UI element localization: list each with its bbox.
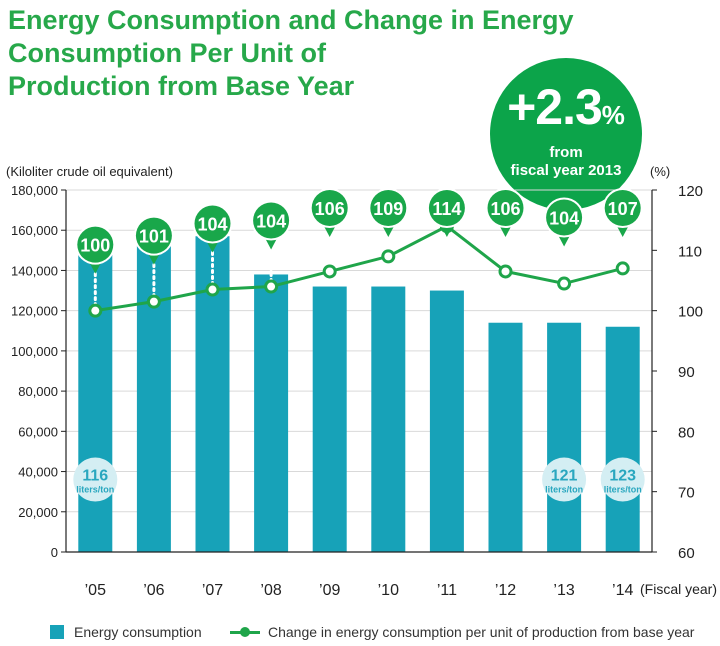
line-point — [207, 284, 218, 295]
data-label: 107 — [608, 199, 638, 219]
y-tick-label: 80,000 — [18, 384, 58, 399]
y-tick-label: 100,000 — [11, 344, 58, 359]
y2-tick-label: 90 — [678, 364, 695, 381]
value-marker: 104 — [544, 198, 584, 247]
y-axis-title: (Kiloliter crude oil equivalent) — [6, 164, 173, 179]
bar — [371, 287, 405, 552]
line-point — [324, 266, 335, 277]
legend-bar-swatch — [50, 625, 64, 639]
x-tick-label: ’13 — [553, 582, 574, 599]
data-label: 104 — [256, 212, 286, 232]
bubble-unit: liters/ton — [545, 485, 583, 495]
y-tick-label: 160,000 — [11, 223, 58, 238]
data-label: 104 — [197, 215, 227, 235]
x-tick-label: ’12 — [495, 582, 516, 599]
bubble-value: 121 — [551, 468, 578, 485]
x-tick-label: ’07 — [202, 582, 223, 599]
y2-tick-label: 110 — [678, 243, 702, 260]
line-point — [500, 266, 511, 277]
legend-line-swatch — [230, 625, 260, 639]
value-marker: 106 — [486, 188, 526, 237]
bar — [489, 323, 523, 552]
bubble-unit: liters/ton — [76, 485, 114, 495]
data-label: 100 — [80, 236, 110, 256]
line-point — [266, 281, 277, 292]
bar — [547, 323, 581, 552]
x-tick-label: ’14 — [612, 582, 633, 599]
y-tick-label: 60,000 — [18, 424, 58, 439]
bubble-value: 116 — [82, 468, 108, 485]
bar — [430, 291, 464, 552]
bar — [254, 274, 288, 552]
line-point — [617, 263, 628, 274]
value-marker: 114 — [427, 188, 467, 237]
y-tick-label: 120,000 — [11, 304, 58, 319]
x-tick-label: ’10 — [378, 582, 399, 599]
y2-tick-label: 70 — [678, 485, 695, 502]
value-marker: 109 — [368, 188, 408, 237]
legend-item-bar: Energy consumption — [50, 624, 202, 640]
bar-series — [78, 236, 639, 552]
x-tick-label: ’08 — [260, 582, 281, 599]
x-tick-label: ’05 — [85, 582, 106, 599]
x-tick-label: ’11 — [437, 582, 457, 599]
y-tick-label: 20,000 — [18, 505, 58, 520]
line-point — [90, 305, 101, 316]
data-label: 106 — [315, 199, 345, 219]
value-marker: 106 — [310, 188, 350, 237]
data-label: 114 — [432, 199, 461, 219]
data-label: 106 — [490, 199, 520, 219]
y2-tick-label: 100 — [678, 304, 703, 321]
y-tick-label: 180,000 — [11, 183, 58, 198]
data-label: 109 — [373, 199, 403, 219]
energy-chart: 100 101104 104106 109 114 106 104 107 116liters… — [0, 0, 720, 646]
y-tick-label: 40,000 — [18, 465, 58, 480]
legend-item-line: Change in energy consumption per unit of… — [230, 624, 694, 640]
y2-tick-label: 80 — [678, 424, 695, 441]
line-point — [383, 251, 394, 262]
y2-tick-label: 60 — [678, 545, 695, 562]
y-tick-label: 0 — [51, 545, 58, 560]
y2-tick-label: 120 — [678, 183, 703, 200]
x-axis-unit: (Fiscal year) — [640, 581, 717, 597]
data-label: 104 — [549, 209, 579, 229]
x-tick-label: ’06 — [143, 582, 164, 599]
y2-axis-title: (%) — [650, 164, 670, 179]
value-marker: 104 — [251, 201, 291, 250]
value-marker: 107 — [603, 188, 643, 237]
line-point — [559, 278, 570, 289]
line-path — [95, 226, 622, 310]
line-point — [148, 296, 159, 307]
x-tick-label: ’09 — [319, 582, 340, 599]
data-label: 101 — [139, 227, 169, 247]
y-tick-label: 140,000 — [11, 263, 58, 278]
bubble-value: 123 — [609, 468, 636, 485]
legend-bar-label: Energy consumption — [74, 624, 202, 640]
legend-line-label: Change in energy consumption per unit of… — [268, 624, 694, 640]
bubble-unit: liters/ton — [604, 485, 642, 495]
bar — [606, 327, 640, 552]
bar — [313, 287, 347, 552]
